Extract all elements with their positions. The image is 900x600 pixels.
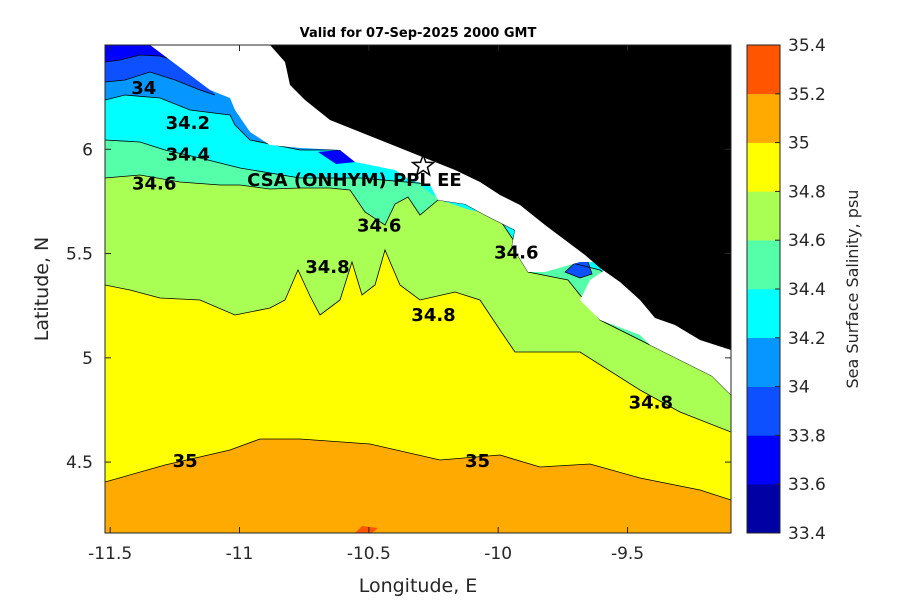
colorbar-swatch [747, 289, 780, 339]
colorbar-swatch [747, 240, 780, 290]
plot-frame [104, 44, 732, 534]
contour-label: 34.4 [166, 145, 210, 166]
colorbar-tick-label: 34.2 [788, 329, 826, 349]
y-axis: 4.5 5 5.5 6 [66, 140, 731, 473]
x-tick-label: -10.5 [347, 544, 391, 564]
contour-label: 35 [465, 451, 490, 472]
colorbar-tick-label: 33.4 [788, 524, 826, 544]
x-tick-label: -10 [484, 544, 512, 564]
contour-label: 34 [131, 78, 156, 99]
site-label: CSA (ONHYM) PPL EE [247, 170, 462, 191]
colorbar-tick-label: 33.6 [788, 475, 826, 495]
colorbar-tick-label: 34.8 [788, 182, 826, 202]
band-35-35.2 [105, 439, 731, 533]
y-tick-label: 5.5 [66, 245, 93, 265]
x-tick-label: -11.5 [88, 544, 132, 564]
patch-darkblue-coast [318, 150, 356, 164]
contour-field [105, 45, 731, 533]
contour-label: 34.6 [357, 215, 401, 236]
site-star-marker [410, 152, 436, 177]
colorbar-swatch [747, 142, 780, 192]
x-tick-label: -11 [226, 544, 254, 564]
colorbar-swatch [747, 337, 780, 387]
band-34.8-35 [105, 250, 731, 500]
y-tick-label: 6 [82, 140, 93, 160]
band-33.6-33.8 [105, 45, 200, 70]
colorbar-swatch [747, 45, 780, 95]
contour-label: 34.8 [629, 393, 673, 414]
contour-lines [105, 54, 731, 501]
colorbar-tick-label: 34 [788, 378, 810, 398]
band-34.4-34.6 [105, 140, 731, 395]
x-axis-label: Longitude, E [359, 575, 478, 597]
colorbar-swatch [747, 484, 780, 534]
contour-label: 35 [173, 451, 198, 472]
y-tick-label: 5 [82, 349, 93, 369]
y-tick-label: 4.5 [66, 453, 93, 473]
colorbar-tick-label: 35.2 [788, 85, 826, 105]
land-area [270, 45, 731, 350]
contour-label: 34.6 [494, 243, 538, 264]
colorbar-tick-label: 35 [788, 134, 810, 154]
colorbar-tick-label: 34.4 [788, 280, 826, 300]
colorbar-label: Sea Surface Salinity, psu [843, 190, 862, 389]
colorbar-swatch [747, 435, 780, 485]
colorbar-tick-label: 35.4 [788, 36, 826, 56]
contour-label: 34.8 [305, 257, 349, 278]
patch-blue-coast [565, 260, 592, 278]
x-tick-label: -9.5 [611, 544, 644, 564]
contour-labels: 34 34.2 34.4 34.6 34.6 34.6 34.8 34.8 34.8 35 35 [131, 78, 673, 472]
contour-label: 34.8 [411, 305, 455, 326]
x-axis: -11.5 -11 -10.5 -10 -9.5 [88, 45, 644, 564]
band-34.2-34.4 [105, 95, 731, 340]
colorbar-tick-label: 33.8 [788, 426, 826, 446]
contour-label: 34.2 [166, 113, 210, 134]
chart-title: Valid for 07-Sep-2025 2000 GMT [300, 26, 537, 41]
colorbar-tick-label: 34.6 [788, 231, 826, 251]
colorbar: 33.4 33.6 33.8 34 34.2 34.4 34.6 34.8 35 35.2 35.4 [746, 36, 826, 544]
contour-label: 34.6 [132, 174, 176, 195]
patch-red-bottom [355, 526, 378, 533]
y-axis-label: Latitude, N [31, 237, 53, 342]
colorbar-swatch [747, 93, 780, 143]
no-data-area [150, 45, 731, 395]
band-34.6-34.8 [105, 175, 731, 432]
colorbar-swatch [747, 191, 780, 241]
colorbar-swatch [747, 386, 780, 436]
site-layer: CSA (ONHYM) PPL EE [247, 152, 462, 191]
